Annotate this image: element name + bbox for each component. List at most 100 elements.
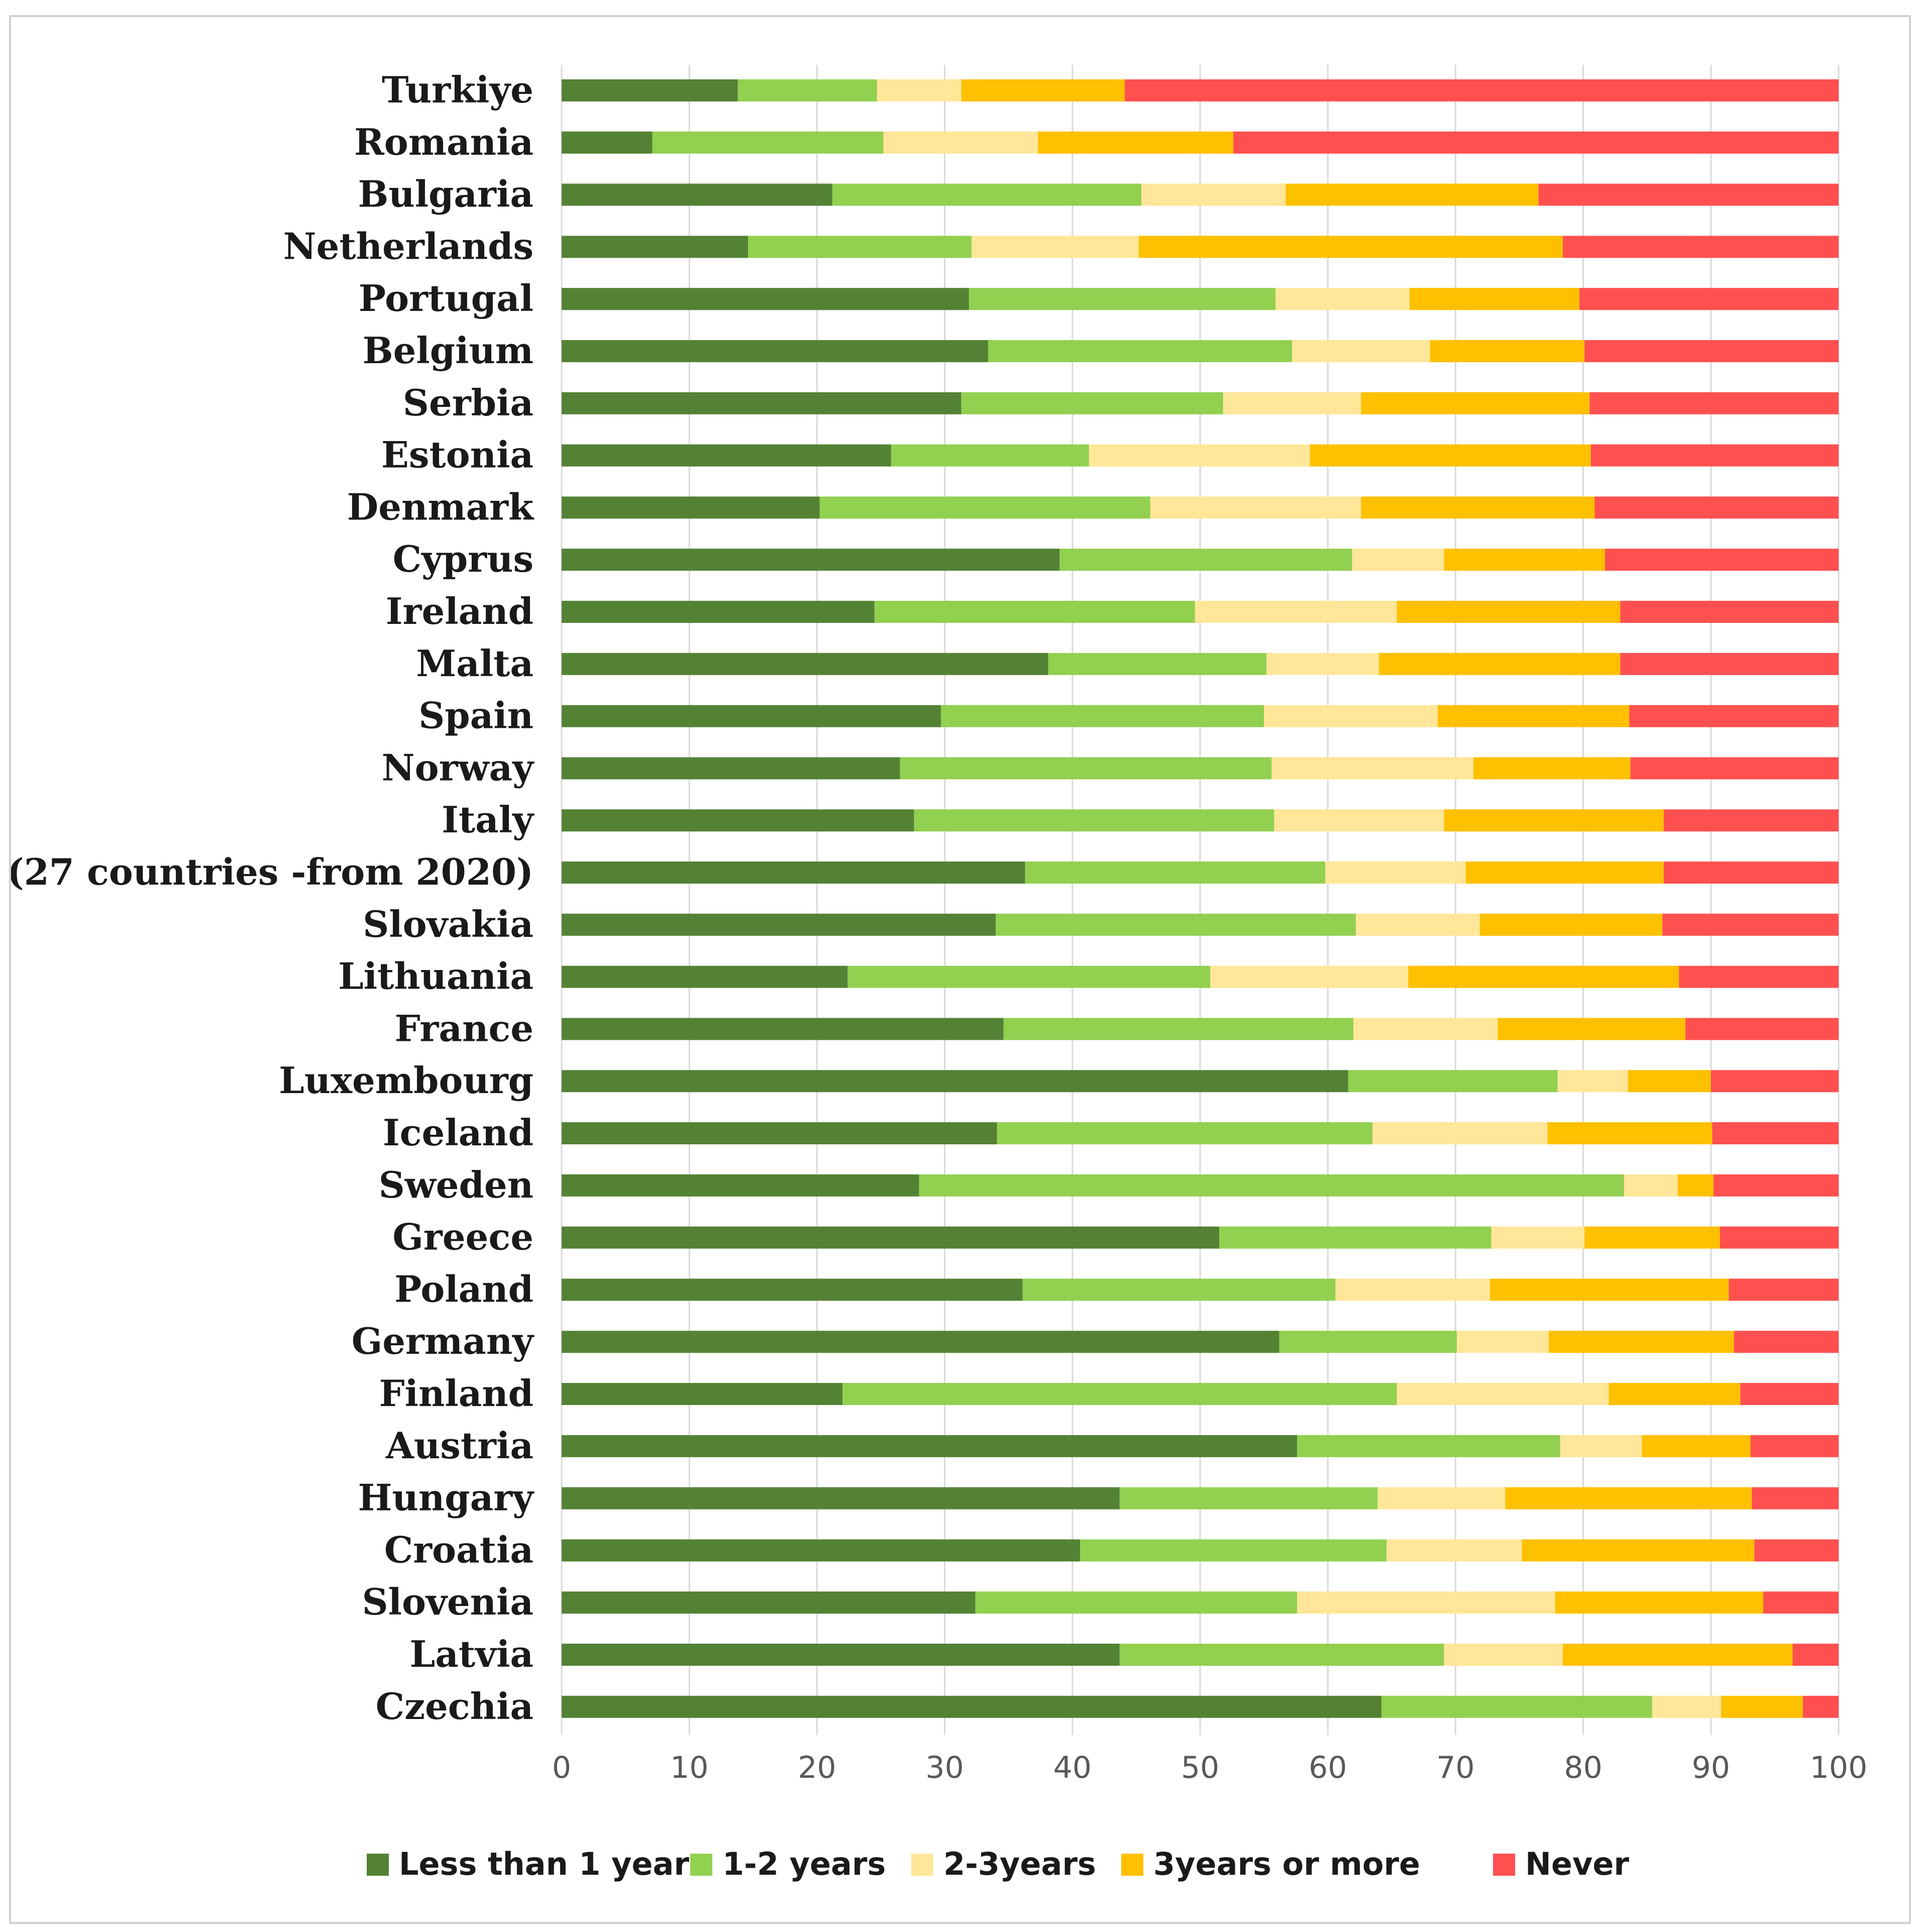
bar-segment-less-than-1-year <box>562 965 848 988</box>
bar-segment-2-3years <box>1624 1174 1678 1197</box>
bar-segment-2-3years <box>1195 601 1397 623</box>
category-label: Italy <box>442 798 535 841</box>
bar-segment-3years-or-more <box>1378 653 1621 675</box>
x-tick-label: 0 <box>552 1750 571 1785</box>
bar-segment-1-2-years <box>1025 862 1326 884</box>
category-label: Slovenia <box>362 1580 533 1623</box>
bar-segment-1-2-years <box>652 131 884 154</box>
bar-segment-2-3years <box>877 79 962 101</box>
category-label: Greece <box>392 1216 533 1258</box>
bar-segment-less-than-1-year <box>562 913 996 936</box>
bar-segment-1-2-years <box>891 444 1089 467</box>
bar-segment-2-3years <box>1560 1435 1642 1457</box>
bar-segment-1-2-years <box>996 913 1356 936</box>
bar-segment-never <box>1589 392 1839 414</box>
category-label: EU (27 countries -from 2020) <box>11 850 533 893</box>
category-label: Czechia <box>376 1685 533 1728</box>
bar-segment-2-3years <box>1271 757 1473 780</box>
x-axis: 0 10 20 30 40 50 60 70 80 90 100 <box>552 1750 1867 1785</box>
bar-segment-3years-or-more <box>1522 1539 1755 1562</box>
x-tick-label: 80 <box>1564 1750 1602 1785</box>
bar-segment-never <box>1712 1122 1839 1144</box>
category-label: Turkiye <box>382 68 533 111</box>
bar-segment-3years-or-more <box>1397 601 1621 623</box>
bar-segment-3years-or-more <box>1138 236 1563 258</box>
x-tick-label: 10 <box>670 1750 708 1785</box>
bar-segment-less-than-1-year <box>562 1435 1298 1457</box>
bar-segment-2-3years <box>1386 1539 1522 1562</box>
bar-segment-1-2-years <box>1119 1487 1378 1510</box>
category-label: Denmark <box>347 485 535 528</box>
bar-segment-1-2-years <box>1348 1070 1558 1093</box>
x-tick-label: 30 <box>925 1750 964 1785</box>
bar-segment-never <box>1590 444 1839 467</box>
bar-segment-3years-or-more <box>1408 965 1679 988</box>
bar-segment-less-than-1-year <box>562 1644 1120 1666</box>
bar-segment-2-3years <box>883 131 1038 154</box>
bar-segment-1-2-years <box>1119 1644 1444 1666</box>
bar-segment-less-than-1-year <box>562 340 989 362</box>
category-label: Romania <box>354 121 533 163</box>
bar-segment-less-than-1-year <box>562 131 653 154</box>
bar-segment-less-than-1-year <box>562 392 962 414</box>
bar-segment-3years-or-more <box>1473 757 1631 780</box>
bar-segment-2-3years <box>1210 965 1409 988</box>
bar-segment-never <box>1662 913 1839 936</box>
category-label: Netherlands <box>283 225 533 267</box>
bar-segment-3years-or-more <box>1642 1435 1751 1457</box>
bar-segment-3years-or-more <box>1444 809 1664 832</box>
bar-segment-never <box>1630 757 1839 780</box>
legend-swatch <box>911 1854 933 1876</box>
bar-segment-less-than-1-year <box>562 183 832 206</box>
legend-swatch <box>690 1854 712 1876</box>
category-label: Norway <box>382 746 535 789</box>
category-label: Finland <box>379 1372 533 1415</box>
bar-segment-never <box>1620 601 1839 623</box>
bar-segment-2-3years <box>1377 1487 1506 1510</box>
bar-segment-1-2-years <box>914 809 1274 832</box>
bar-segment-1-2-years <box>847 965 1211 988</box>
bar-segment-1-2-years <box>940 705 1264 727</box>
bar-segment-1-2-years <box>961 392 1223 414</box>
x-tick-label: 90 <box>1692 1750 1730 1785</box>
category-label: Belgium <box>363 329 533 372</box>
stacked-bar-chart: Turkiye Romania Bulgaria Netherlands Portuga… <box>11 65 1867 1882</box>
category-label: Germany <box>352 1320 535 1362</box>
legend-label: Less than 1 year <box>399 1846 689 1882</box>
bar-segment-2-3years <box>1325 862 1466 884</box>
bar-segment-3years-or-more <box>1548 1331 1734 1353</box>
category-label: Sweden <box>379 1163 533 1206</box>
legend-label: Never <box>1525 1846 1629 1882</box>
bar-segment-never <box>1594 496 1839 519</box>
bar-segment-2-3years <box>1266 653 1379 675</box>
bar-segment-3years-or-more <box>1562 1644 1793 1666</box>
bar-segment-2-3years <box>1335 1278 1490 1301</box>
category-label: Austria <box>385 1424 533 1467</box>
legend-swatch <box>367 1854 389 1876</box>
bar-segment-3years-or-more <box>1038 131 1234 154</box>
bar-segment-never <box>1740 1383 1839 1405</box>
bar-segment-1-2-years <box>1003 1018 1354 1040</box>
bar-segment-2-3years <box>1292 340 1430 362</box>
category-label: Spain <box>418 694 533 737</box>
bar-segment-less-than-1-year <box>562 79 738 101</box>
bar-segment-never <box>1685 1018 1839 1040</box>
bar-segment-never <box>1711 1070 1839 1093</box>
bar-segment-3years-or-more <box>1584 1226 1720 1249</box>
category-label: Ireland <box>386 590 533 632</box>
bar-segment-2-3years <box>1089 444 1310 467</box>
bar-segment-3years-or-more <box>1505 1487 1752 1510</box>
bar-segment-3years-or-more <box>1547 1122 1713 1144</box>
category-labels: Turkiye Romania Bulgaria Netherlands Portuga… <box>11 68 535 1728</box>
legend-swatch <box>1121 1854 1143 1876</box>
x-tick-label: 40 <box>1053 1750 1092 1785</box>
bar-segment-less-than-1-year <box>562 288 969 310</box>
bar-segment-never <box>1629 705 1839 727</box>
bar-segment-3years-or-more <box>1479 913 1663 936</box>
bar-segment-3years-or-more <box>1361 496 1595 519</box>
bar-segment-2-3years <box>1223 392 1361 414</box>
x-tick-label: 60 <box>1309 1750 1347 1785</box>
bar-segment-less-than-1-year <box>562 1226 1220 1249</box>
bar-segment-3years-or-more <box>1444 549 1605 571</box>
category-label: Serbia <box>403 381 533 424</box>
